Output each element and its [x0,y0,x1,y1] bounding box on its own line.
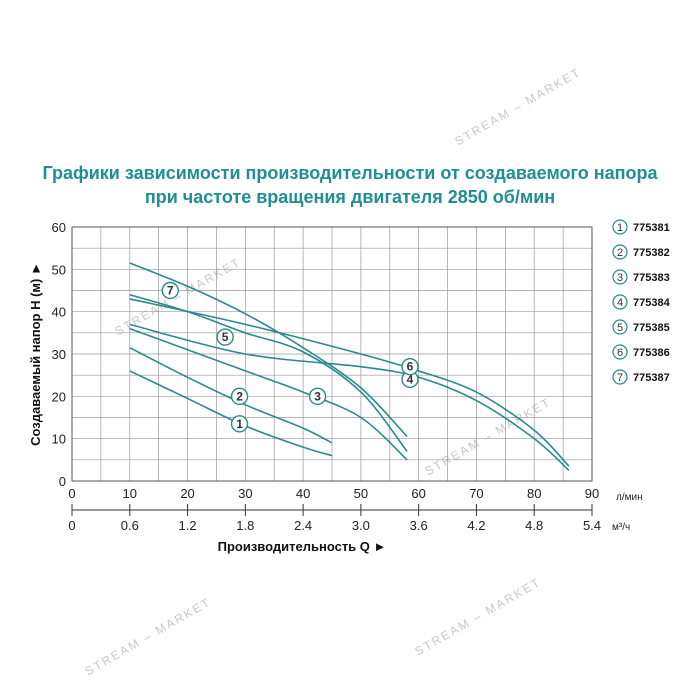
y-tick-label: 0 [59,474,66,489]
legend-entry-775381: 775381 [633,222,670,234]
curve-775384 [129,323,570,472]
y-tick-label: 60 [52,220,66,235]
legend-marker [612,294,628,310]
watermark-text: STREAM – MARKET [412,575,543,659]
x-secondary-tick-label: 5.4 [583,518,601,533]
x-axis-label: Производительность Q ► [218,539,387,554]
chart-title-line-2: при частоте вращения двигателя 2850 об/м… [144,187,556,207]
chart-grid [71,226,593,482]
x-secondary-tick-label: 4.2 [467,518,485,533]
legend-marker-number: 2 [617,247,623,259]
x-secondary-tick-label: 3.6 [410,518,428,533]
legend-marker [612,344,628,360]
curve-label-circle [401,358,419,376]
legend-entry-775383: 775383 [633,272,670,284]
x-secondary-tick-label: 3.0 [352,518,370,533]
x-primary-unit: л/мин [616,492,643,503]
x-primary-tick-label: 10 [123,486,137,501]
legend-marker-number: 6 [617,347,623,359]
legend-marker [612,369,628,385]
x-secondary-tick-label: 0.6 [121,518,139,533]
legend-entry-775385: 775385 [633,322,670,334]
curve-label-number: 6 [407,360,414,374]
x-secondary-tick-label: 1.8 [236,518,254,533]
legend-marker-number: 7 [617,372,623,384]
legend-marker-number: 3 [617,272,623,284]
y-tick-label: 30 [52,347,66,362]
legend-marker [612,219,628,235]
x-secondary-tick-label: 1.2 [179,518,197,533]
curve-775382 [129,346,333,444]
legend-entry-775382: 775382 [633,247,670,259]
watermark-text: STREAM – MARKET [452,65,583,149]
curve-label-circle [230,415,249,433]
x-primary-tick-label: 50 [354,486,368,501]
x-secondary-tick-label: 0 [68,518,75,533]
x-primary-tick-label: 60 [411,486,425,501]
curve-label-number: 5 [222,330,229,344]
plot-frame [71,226,593,482]
curve-label-number: 1 [236,417,243,431]
curve-775381 [129,370,333,457]
watermark-layer: STREAM – MARKET STREAM – MARKET STREAM – M… [82,65,583,679]
chart-curves: 1 2 3 4 5 6 7 [129,262,570,472]
x-secondary-tick-label: 4.8 [525,518,543,533]
curve-label-circle [161,281,179,300]
chart-legend: 1 775381 2 775382 3 775383 4 775384 5 775385 6 7753… [612,219,671,385]
curve-label-circle [308,387,327,406]
curve-label-circle [216,328,234,346]
curve-775383 [129,327,408,461]
legend-marker-number: 5 [617,322,623,334]
legend-entry-775386: 775386 [633,347,670,359]
watermark-text: STREAM – MARKET [82,595,213,679]
legend-entry-775384: 775384 [633,297,671,309]
y-tick-label: 40 [52,305,66,320]
chart-title: Графики зависимости производительности о… [0,161,700,209]
x-secondary-unit: м³/ч [612,522,630,533]
legend-entry-775387: 775387 [633,372,670,384]
x-secondary-tick-label: 2.4 [294,518,312,533]
legend-marker-number: 1 [617,222,623,234]
curve-label-number: 3 [314,389,321,403]
y-tick-label: 50 [52,262,66,277]
x-primary-tick-label: 70 [469,486,483,501]
curve-label-number: 4 [407,372,414,386]
x-primary-tick-label: 30 [238,486,252,501]
legend-marker [612,269,628,285]
x-primary-tick-label: 40 [296,486,310,501]
x-primary-tick-label: 0 [68,486,75,501]
x-primary-tick-label: 90 [585,486,599,501]
x-primary-tick-label: 80 [527,486,541,501]
legend-marker-number: 4 [617,297,623,309]
curve-775387 [129,262,408,438]
y-tick-label: 10 [52,432,66,447]
curve-label-number: 2 [236,389,243,403]
curve-label-circle [230,387,249,406]
watermark-text: STREAM – MARKET [112,255,243,339]
x-primary-tick-label: 20 [180,486,194,501]
y-axis-label: Создаваемый напор Н (м) ► [28,262,43,446]
chart-title-line-1: Графики зависимости производительности о… [42,163,658,183]
legend-marker [612,319,628,335]
curve-775385 [129,293,408,452]
y-tick-label: 20 [52,389,66,404]
legend-marker [612,244,628,260]
curve-label-number: 7 [167,284,174,298]
